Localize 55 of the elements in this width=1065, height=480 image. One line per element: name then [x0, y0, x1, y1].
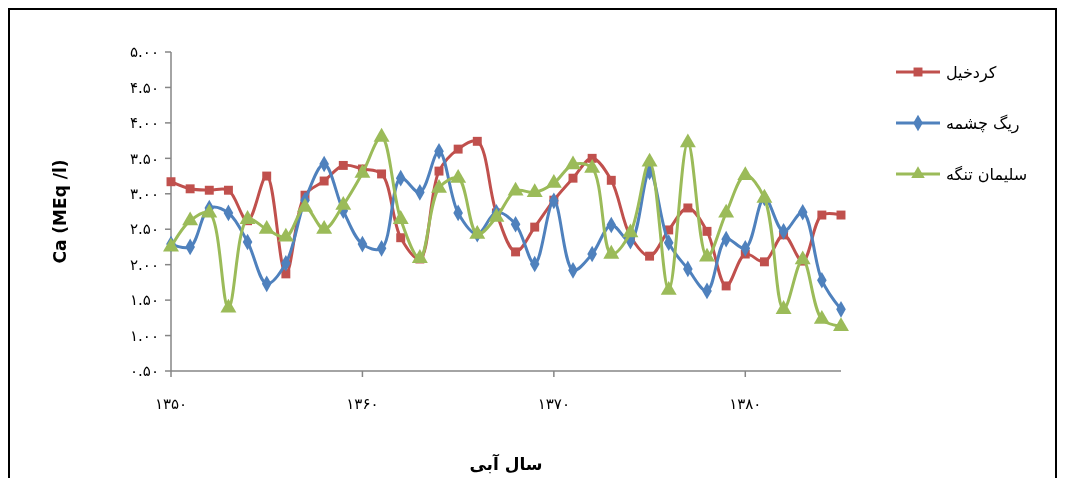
y-tick-label: ۱.۵۰ — [130, 291, 159, 310]
point — [606, 175, 616, 185]
point — [185, 184, 195, 194]
y-tick-label: ۰.۵۰ — [130, 362, 159, 381]
point — [338, 160, 348, 170]
point — [166, 177, 176, 187]
point — [702, 226, 712, 236]
point — [526, 183, 543, 197]
point — [817, 210, 827, 220]
point — [645, 251, 655, 261]
point — [679, 133, 696, 148]
x-tick-label: ۱۳۷۰ — [537, 395, 570, 413]
point — [392, 210, 409, 224]
y-tick-label: ۴.۵۰ — [130, 78, 159, 97]
y-tick-label: ۱.۰۰ — [130, 326, 159, 345]
x-tick-label: ۱۳۶۰ — [346, 395, 379, 413]
point — [297, 198, 313, 212]
point — [204, 185, 214, 195]
point — [396, 233, 406, 243]
y-tick-label: ۲.۰۰ — [130, 255, 159, 274]
point — [836, 210, 846, 220]
point — [721, 281, 731, 291]
legend-label: کردخیل — [946, 62, 997, 83]
point — [319, 176, 329, 186]
point — [759, 257, 769, 267]
point — [182, 211, 199, 226]
point — [354, 164, 371, 178]
y-tick-label: ۴.۰۰ — [130, 114, 159, 133]
point — [434, 166, 444, 176]
point — [565, 155, 581, 170]
legend-label: سلیمان تنگه — [946, 164, 1028, 184]
point — [530, 222, 540, 232]
x-tick-label: ۱۳۵۰ — [154, 395, 188, 413]
y-axis-title: Ca (MEq /l) — [50, 159, 70, 264]
point — [223, 185, 233, 195]
point — [683, 203, 693, 213]
x-axis-title: سال آبی — [469, 453, 543, 474]
point — [453, 144, 463, 154]
point — [377, 169, 387, 179]
point — [568, 173, 578, 183]
y-tick-label: ۳.۵۰ — [130, 149, 159, 168]
point — [584, 159, 601, 173]
point — [511, 247, 521, 257]
point — [507, 181, 524, 196]
legend-label: ریگ چشمه — [946, 113, 1020, 134]
point — [262, 171, 272, 181]
point — [239, 210, 256, 224]
y-tick-label: ۳.۰۰ — [130, 185, 159, 204]
y-tick-label: ۲.۵۰ — [130, 220, 159, 239]
point — [472, 136, 482, 146]
x-tick-label: ۱۳۸۰ — [729, 395, 762, 413]
point — [373, 127, 390, 142]
y-tick-label: ۵.۰۰ — [130, 43, 159, 62]
point — [641, 152, 658, 167]
point — [737, 166, 754, 180]
